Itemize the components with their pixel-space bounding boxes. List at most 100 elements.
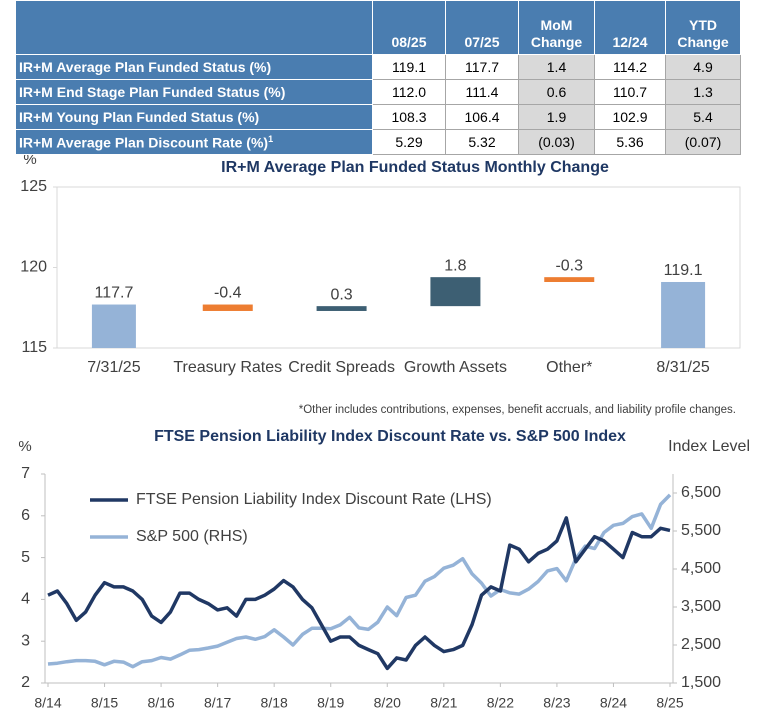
footnote-mark: 1 (268, 133, 274, 144)
row-label-text: IR+M Average Plan Discount Rate (%) (19, 134, 269, 151)
table-cell: 114.2 (594, 54, 666, 80)
table-body: IR+M Average Plan Funded Status (%) 119.1… (15, 54, 741, 155)
y2-tick-label: 6,500 (681, 484, 721, 501)
bar (661, 281, 706, 348)
x-tick-label: Other* (546, 359, 593, 376)
table-row: IR+M Average Plan Funded Status (%) 119.1… (15, 54, 741, 80)
y-axis-label: % (18, 438, 31, 455)
y-tick-label: 7 (21, 465, 30, 482)
table-cell: 5.36 (594, 129, 666, 155)
column-header: 08/25 (372, 0, 446, 55)
y2-tick-label: 1,500 (681, 674, 721, 691)
y-tick-label: 6 (21, 507, 30, 524)
table-cell: 1.3 (665, 79, 741, 105)
table-row: IR+M Young Plan Funded Status (%) 108.3 10… (15, 104, 741, 130)
header-corner (15, 0, 373, 55)
table-cell: 119.1 (372, 54, 446, 80)
plot-frame (56, 186, 741, 349)
row-label-text: IR+M Young Plan Funded Status (%) (19, 109, 260, 125)
column-header: 12/24 (594, 0, 666, 55)
table-row: IR+M End Stage Plan Funded Status (%) 112… (15, 79, 741, 105)
x-tick-label: 8/18 (261, 695, 288, 711)
y2-tick-label: 5,500 (681, 522, 721, 539)
bar (544, 277, 595, 282)
legend-label: S&P 500 (RHS) (136, 528, 248, 545)
y-tick-label: 125 (20, 178, 47, 195)
x-tick-label: 8/24 (600, 695, 627, 711)
table-cell: 1.9 (518, 104, 595, 130)
x-tick-label: 8/14 (34, 695, 61, 711)
bar (316, 306, 367, 311)
row-label: IR+M Average Plan Funded Status (%) (15, 54, 373, 80)
x-tick-label: 8/23 (543, 695, 570, 711)
line-series (47, 516, 671, 671)
x-tick-label: 8/15 (91, 695, 118, 711)
y2-tick-label: 3,500 (681, 598, 721, 615)
header-row: 08/25 07/25 MoM Change 12/24 YTD Change (15, 0, 741, 55)
chart-title: FTSE Pension Liability Index Discount Ra… (154, 428, 626, 445)
y-tick-label: 3 (21, 632, 30, 649)
table-cell: (0.07) (665, 129, 741, 155)
x-tick-label: Credit Spreads (288, 359, 395, 376)
y2-tick-label: 2,500 (681, 636, 721, 653)
x-tick-label: Treasury Rates (173, 359, 283, 376)
y-tick-label: 5 (21, 549, 30, 566)
x-tick-label: 8/31/25 (656, 359, 710, 376)
column-header: MoM Change (518, 0, 595, 55)
row-label-text: IR+M Average Plan Funded Status (%) (19, 59, 272, 75)
table-cell: 5.29 (372, 129, 446, 155)
table-cell: 106.4 (445, 104, 519, 130)
footnote: *Other includes contributions, expenses,… (298, 404, 736, 416)
x-tick-label: 7/31/25 (87, 359, 141, 376)
table-cell: 5.32 (445, 129, 519, 155)
table-cell: 1.4 (518, 54, 595, 80)
y2-axis-label: Index Level (668, 438, 750, 455)
line-series (47, 493, 672, 669)
bar (430, 277, 481, 307)
row-label: IR+M Average Plan Discount Rate (%)1 (15, 129, 373, 155)
table-cell: 112.0 (372, 79, 446, 105)
y-tick-label: 115 (21, 339, 47, 356)
table-row: IR+M Average Plan Discount Rate (%)1 5.29… (15, 129, 741, 155)
table-cell: 108.3 (372, 104, 446, 130)
x-tick-label: 8/25 (656, 695, 683, 711)
value-label: 119.1 (664, 262, 703, 279)
table-cell: 117.7 (445, 54, 519, 80)
table-cell: 4.9 (665, 54, 741, 80)
x-tick-label: Growth Assets (403, 359, 507, 376)
table-cell: (0.03) (518, 129, 595, 155)
chart-title: IR+M Average Plan Funded Status Monthly … (221, 159, 609, 176)
x-tick-label: 8/17 (204, 695, 231, 711)
row-label-text: IR+M End Stage Plan Funded Status (%) (19, 84, 286, 100)
value-label: 117.7 (94, 285, 133, 302)
x-tick-label: 8/20 (374, 695, 401, 711)
bar (202, 304, 253, 311)
x-tick-label: 8/16 (147, 695, 174, 711)
row-label: IR+M End Stage Plan Funded Status (%) (15, 79, 373, 105)
value-label: 0.3 (330, 286, 352, 303)
column-header: YTD Change (665, 0, 741, 55)
column-header: 07/25 (445, 0, 519, 55)
row-label: IR+M Young Plan Funded Status (%) (15, 104, 373, 130)
table-cell: 0.6 (518, 79, 595, 105)
table-cell: 102.9 (594, 104, 666, 130)
value-label: -0.4 (214, 285, 242, 302)
x-tick-label: 8/21 (430, 695, 457, 711)
table-cell: 111.4 (445, 79, 519, 105)
value-label: -0.3 (555, 257, 583, 274)
bar (91, 304, 136, 348)
legend-label: FTSE Pension Liability Index Discount Ra… (136, 491, 492, 508)
table-cell: 5.4 (665, 104, 741, 130)
y-tick-label: 4 (21, 591, 30, 608)
x-tick-label: 8/22 (487, 695, 514, 711)
y-tick-label: 2 (21, 674, 30, 691)
funded-status-table: 08/25 07/25 MoM Change 12/24 YTD Change IR+M… (15, 0, 741, 155)
value-label: 1.8 (444, 257, 466, 274)
table-cell: 110.7 (594, 79, 666, 105)
y-axis-label: % (23, 151, 36, 168)
y-tick-label: 120 (20, 259, 47, 276)
x-tick-label: 8/19 (317, 695, 344, 711)
y2-tick-label: 4,500 (681, 560, 721, 577)
